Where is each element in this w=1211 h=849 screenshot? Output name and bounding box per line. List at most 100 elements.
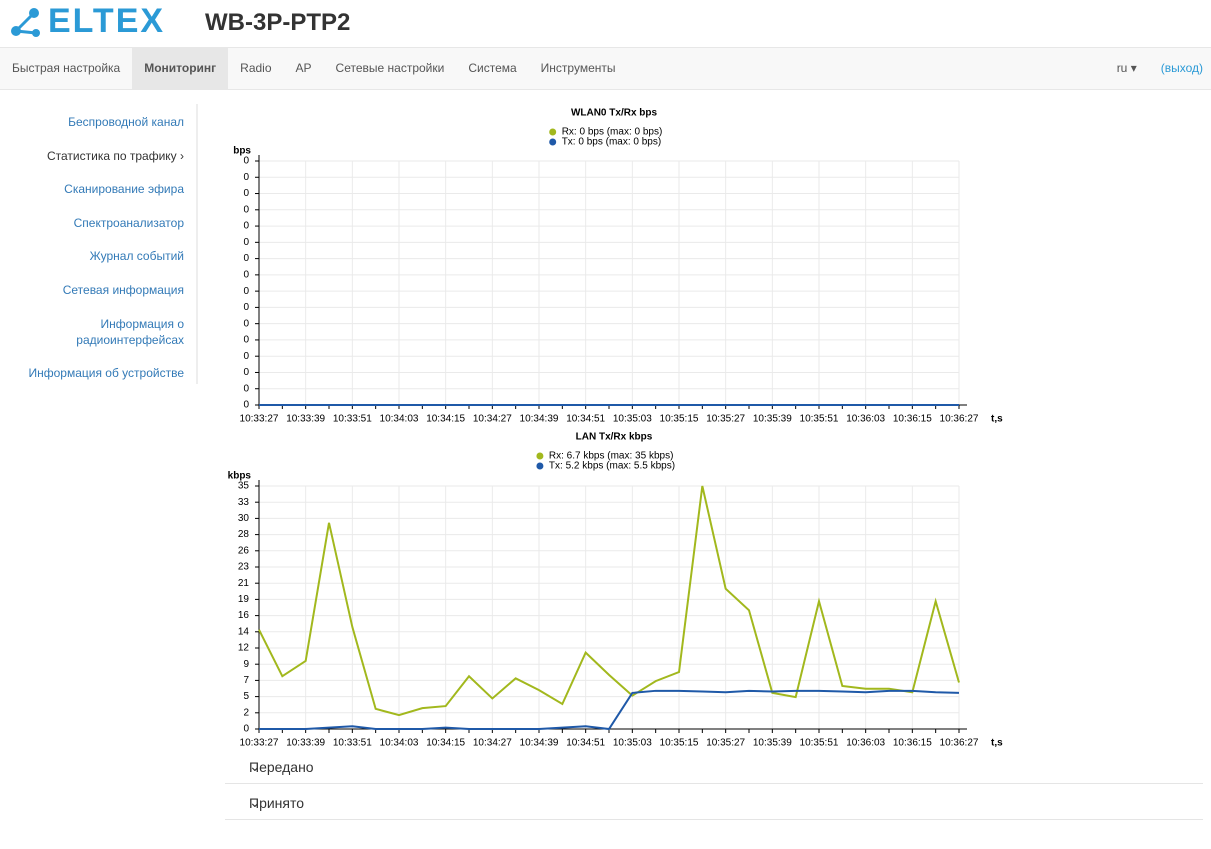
y-tick-label: 0 (243, 253, 249, 264)
sidebar-item[interactable]: Информация о радиоинтерфейсах (14, 316, 184, 348)
y-tick-label: 0 (243, 302, 249, 313)
sidebar-item[interactable]: Сетевая информация (14, 282, 184, 298)
sidebar-label: Статистика по трафику (46, 149, 177, 163)
nav-item[interactable]: Мониторинг (132, 48, 229, 89)
y-tick-label: 0 (243, 335, 249, 346)
sidebar: Беспроводной канал Статистика по трафику … (0, 104, 198, 384)
logout[interactable]: (выход) (1160, 61, 1203, 75)
sidebar-item[interactable]: Информация об устройстве (14, 365, 184, 381)
x-tick-label: 10:34:51 (566, 738, 605, 749)
nav-bar: Быстрая настройка Мониторинг Radio AP Сетевы… (0, 47, 1211, 90)
y-tick-label: 19 (238, 594, 250, 605)
y-tick-label: 0 (243, 367, 249, 378)
section-label: Принято (249, 795, 305, 811)
legend-label: Rx: 0 bps (max: 0 bps) (562, 127, 663, 138)
x-axis-label: t,s (991, 738, 1003, 749)
x-tick-label: 10:36:03 (846, 738, 885, 749)
y-tick-label: 30 (238, 513, 250, 524)
nav-item[interactable]: Сетевые настройки (335, 61, 445, 75)
nav-item[interactable]: Система (468, 61, 517, 75)
y-tick-label: 14 (238, 626, 250, 637)
y-tick-label: 23 (238, 562, 250, 573)
x-tick-label: 10:34:39 (520, 414, 559, 425)
x-tick-label: 10:36:15 (893, 414, 932, 425)
x-tick-label: 10:34:03 (380, 414, 419, 425)
sidebar-item[interactable]: Журнал событий (14, 248, 184, 264)
chevron: › (176, 149, 184, 163)
y-tick-label: 0 (243, 351, 249, 362)
x-tick-label: 10:36:03 (846, 414, 885, 425)
sidebar-label: Информация о радиоинтерфейсах (76, 317, 184, 347)
sidebar-label: Спектроанализатор (73, 216, 184, 230)
x-tick-label: 10:34:27 (473, 738, 512, 749)
y-tick-label: 35 (238, 481, 250, 492)
y-tick-label: 0 (243, 270, 249, 281)
x-tick-label: 10:34:15 (426, 414, 465, 425)
series-line (258, 485, 960, 717)
x-tick-label: 10:35:03 (613, 738, 652, 749)
x-tick-label: 10:35:27 (706, 414, 745, 425)
x-tick-label: 10:33:27 (240, 414, 279, 425)
chart-title: WLAN0 Tx/Rx bps (571, 108, 658, 119)
y-tick-label: 2 (243, 707, 249, 718)
nav-item[interactable]: AP (295, 61, 312, 75)
x-tick-label: 10:33:51 (333, 738, 372, 749)
chart-title: LAN Tx/Rx kbps (576, 432, 653, 443)
y-tick-label: 21 (238, 578, 250, 589)
y-tick-label: 0 (243, 156, 249, 167)
x-tick-label: 10:35:39 (753, 738, 792, 749)
y-tick-label: 9 (243, 659, 249, 670)
y-tick-label: 5 (243, 691, 249, 702)
y-tick-label: 16 (238, 610, 250, 621)
legend-marker (536, 452, 544, 460)
legend-label: Rx: 6.7 kbps (max: 35 kbps) (549, 451, 674, 462)
x-tick-label: 10:35:51 (800, 414, 839, 425)
x-tick-label: 10:35:15 (660, 738, 699, 749)
y-tick-label: 0 (243, 172, 249, 183)
x-tick-label: 10:33:51 (333, 414, 372, 425)
logo[interactable]: ELTEX (8, 2, 165, 41)
nav-right: ru ▾ (выход) (1117, 48, 1203, 89)
x-tick-label: 10:36:27 (940, 414, 979, 425)
chevron: ⌄ (249, 794, 261, 810)
x-tick-label: 10:36:27 (940, 738, 979, 749)
sidebar-label: Сканирование эфира (64, 182, 184, 196)
y-axis-label: bps (233, 146, 251, 157)
y-tick-label: 28 (238, 529, 250, 540)
x-tick-label: 10:35:03 (613, 414, 652, 425)
sidebar-item[interactable]: Спектроанализатор (14, 215, 184, 231)
x-tick-label: 10:34:03 (380, 738, 419, 749)
nav-item[interactable]: Radio (240, 61, 272, 75)
sidebar-label: Сетевая информация (62, 283, 184, 297)
nav-item[interactable]: Инструменты (540, 61, 616, 75)
y-tick-label: 7 (243, 675, 249, 686)
section-label: Передано (249, 759, 314, 775)
sidebar-item[interactable]: Беспроводной канал (14, 114, 184, 130)
x-tick-label: 10:36:15 (893, 738, 932, 749)
y-tick-label: 0 (243, 237, 249, 248)
y-tick-label: 33 (238, 497, 250, 508)
section-header[interactable]: Передано ⌄ (225, 747, 1203, 784)
legend-marker (549, 128, 557, 136)
sidebar-item[interactable]: Статистика по трафику › (14, 148, 184, 164)
device-title: WB-3P-PTP2 (205, 9, 351, 36)
x-tick-label: 10:33:39 (286, 414, 325, 425)
y-tick-label: 12 (238, 643, 250, 654)
legend-marker (536, 462, 544, 470)
section-header[interactable]: Принято ⌄ (225, 783, 1203, 820)
logo-icon (11, 7, 40, 37)
x-tick-label: 10:34:27 (473, 414, 512, 425)
sidebar-label: Беспроводной канал (68, 115, 184, 129)
x-tick-label: 10:34:39 (520, 738, 559, 749)
y-tick-label: 26 (238, 545, 250, 556)
lang-select[interactable]: ru ▾ (1116, 61, 1137, 75)
nav-item[interactable]: Быстрая настройка (12, 61, 121, 75)
sidebar-item[interactable]: Сканирование эфира (14, 181, 184, 197)
sidebar-label: Информация об устройстве (28, 366, 184, 380)
x-tick-label: 10:35:27 (706, 738, 745, 749)
chevron: ⌄ (249, 758, 261, 774)
y-tick-label: 0 (243, 724, 249, 735)
x-tick-label: 10:33:39 (286, 738, 325, 749)
